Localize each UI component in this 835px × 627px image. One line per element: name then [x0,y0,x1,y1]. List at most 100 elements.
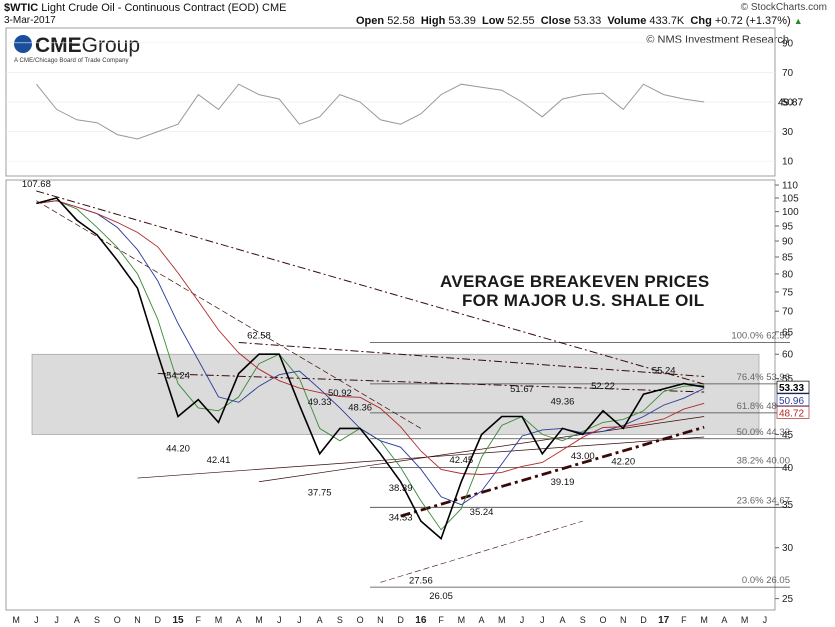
grid [6,42,775,162]
x-tick-label: J [34,615,39,625]
price-annotation: 49.33 [308,397,332,408]
rsi-tick-label: 70 [782,68,794,79]
rsi-tick-label: 10 [782,157,794,168]
breakeven-band-rect [31,353,760,435]
x-tick-label: N [134,615,141,625]
x-tick-label: J [297,615,302,625]
price-annotation: 44.20 [166,444,190,455]
price-annotation: 42.41 [207,455,231,466]
y-tick-label: 105 [782,194,799,205]
x-tick-label: A [721,615,727,625]
instrument-name: Light Crude Oil - Continuous Contract (E… [41,2,259,14]
last-value-label: 50.96 [779,396,804,407]
price-annotation: 34.53 [389,512,413,523]
volume-value: 433.7K [649,15,685,27]
rsi-tick-label: 90 [782,38,794,49]
annotation-line-1: AVERAGE BREAKEVEN PRICES [440,272,710,291]
x-tick-label: M [741,615,749,625]
trendline-primary [36,190,705,385]
y-tick-label: 110 [782,181,798,192]
y-tick-label: 25 [782,594,794,605]
ma-long-line [36,200,705,475]
price-annotation: 50.92 [328,388,352,399]
price-annotation: 49.36 [551,397,575,408]
symbol: $WTIC [4,2,39,14]
y-tick-label: 45 [782,430,794,441]
chart-date: 3-Mar-2017 [4,15,56,26]
open-value: 52.58 [387,15,415,27]
axes: M J J A S O N D 15 F M A M J J A S O N D 16 F M A M J J A S O N D 17 F M A M… [12,38,810,626]
up-arrow-icon: ▲ [793,16,803,26]
price-line [36,197,705,540]
moving-averages [36,200,705,531]
x-tick-label: J [54,615,59,625]
price-annotation: 38.39 [389,483,413,494]
price-annotation: 35.24 [470,507,494,518]
price-annotation: 52.22 [591,381,615,392]
y-tick-label: 95 [782,221,794,232]
y-tick-label: 55 [782,374,794,385]
fibonacci-label: 76.4% 53.96 [737,372,790,383]
x-tick-label: A [560,615,566,625]
x-tick-label: M [255,615,263,625]
support-trendline-thin [137,436,705,479]
x-tick-label: J [520,615,525,625]
x-tick-label: A [74,615,80,625]
x-tick-label: J [763,615,768,625]
rsi-tick-label: 50 [782,98,794,109]
rsi-tick-label: 30 [782,127,794,138]
x-tick-label: J [277,615,282,625]
x-tick-label: S [94,615,100,625]
rsi-panel: 49.87 [36,83,803,140]
fibonacci-label: 38.2% 40.00 [737,455,790,466]
price-annotation: 27.56 [409,575,433,586]
exchange: CME [262,2,287,14]
low-value: 52.55 [507,15,535,27]
last-value-box [776,393,810,407]
ohlc-bar: Open 52.58 High 53.39 Low 52.55 Close 53… [356,15,803,27]
x-tick-label: D [397,615,404,625]
chart-title: $WTIC Light Crude Oil - Continuous Contr… [4,2,286,14]
price-annotation: 43.00 [571,451,595,462]
channel-line [258,416,705,483]
fibonacci-label: 0.0% 26.05 [742,575,790,586]
x-tick-label: M [12,615,20,625]
fibonacci-label: 50.0% 44.32 [737,427,790,438]
x-tick-label: M [458,615,466,625]
y-tick-label: 90 [782,237,794,248]
fibonacci-label: 61.8% 48.63 [737,401,790,412]
x-tick-label: A [479,615,485,625]
x-tick-label: F [681,615,687,625]
annotation-line-2: FOR MAJOR U.S. SHALE OIL [462,291,705,310]
x-tick-label: N [620,615,627,625]
price-annotation: 48.36 [348,402,372,413]
x-tick-label: D [155,615,162,625]
price-annotation: 37.75 [308,488,332,499]
x-tick-label: 17 [658,615,670,626]
price-annotation: 55.24 [652,365,676,376]
price-annotation: 62.58 [247,330,271,341]
last-value-box [776,380,810,394]
price-annotation: 26.05 [429,591,453,602]
price-annotation: 107.68 [22,179,51,190]
x-tick-label: M [700,615,708,625]
price-annotation: 51.67 [510,384,534,395]
trendline-tertiary [238,341,705,377]
rsi-last-value: 49.87 [778,98,803,109]
price-frame [5,179,776,611]
price-series [36,197,705,540]
change-value: +0.72 (+1.37%) [714,15,791,27]
x-tick-label: A [236,615,242,625]
cme-group-logo: CMEGroup A CME/Chicago Board of Trade Co… [14,34,141,64]
x-tick-label: 15 [172,615,184,626]
y-tick-label: 75 [782,287,794,298]
breakeven-band [31,353,760,435]
trendline-secondary [157,372,705,393]
x-tick-label: A [317,615,323,625]
last-value-label: 48.72 [779,408,804,419]
x-tick-label: 16 [415,615,427,626]
last-value-label: 53.33 [779,383,804,394]
x-tick-label: D [640,615,647,625]
